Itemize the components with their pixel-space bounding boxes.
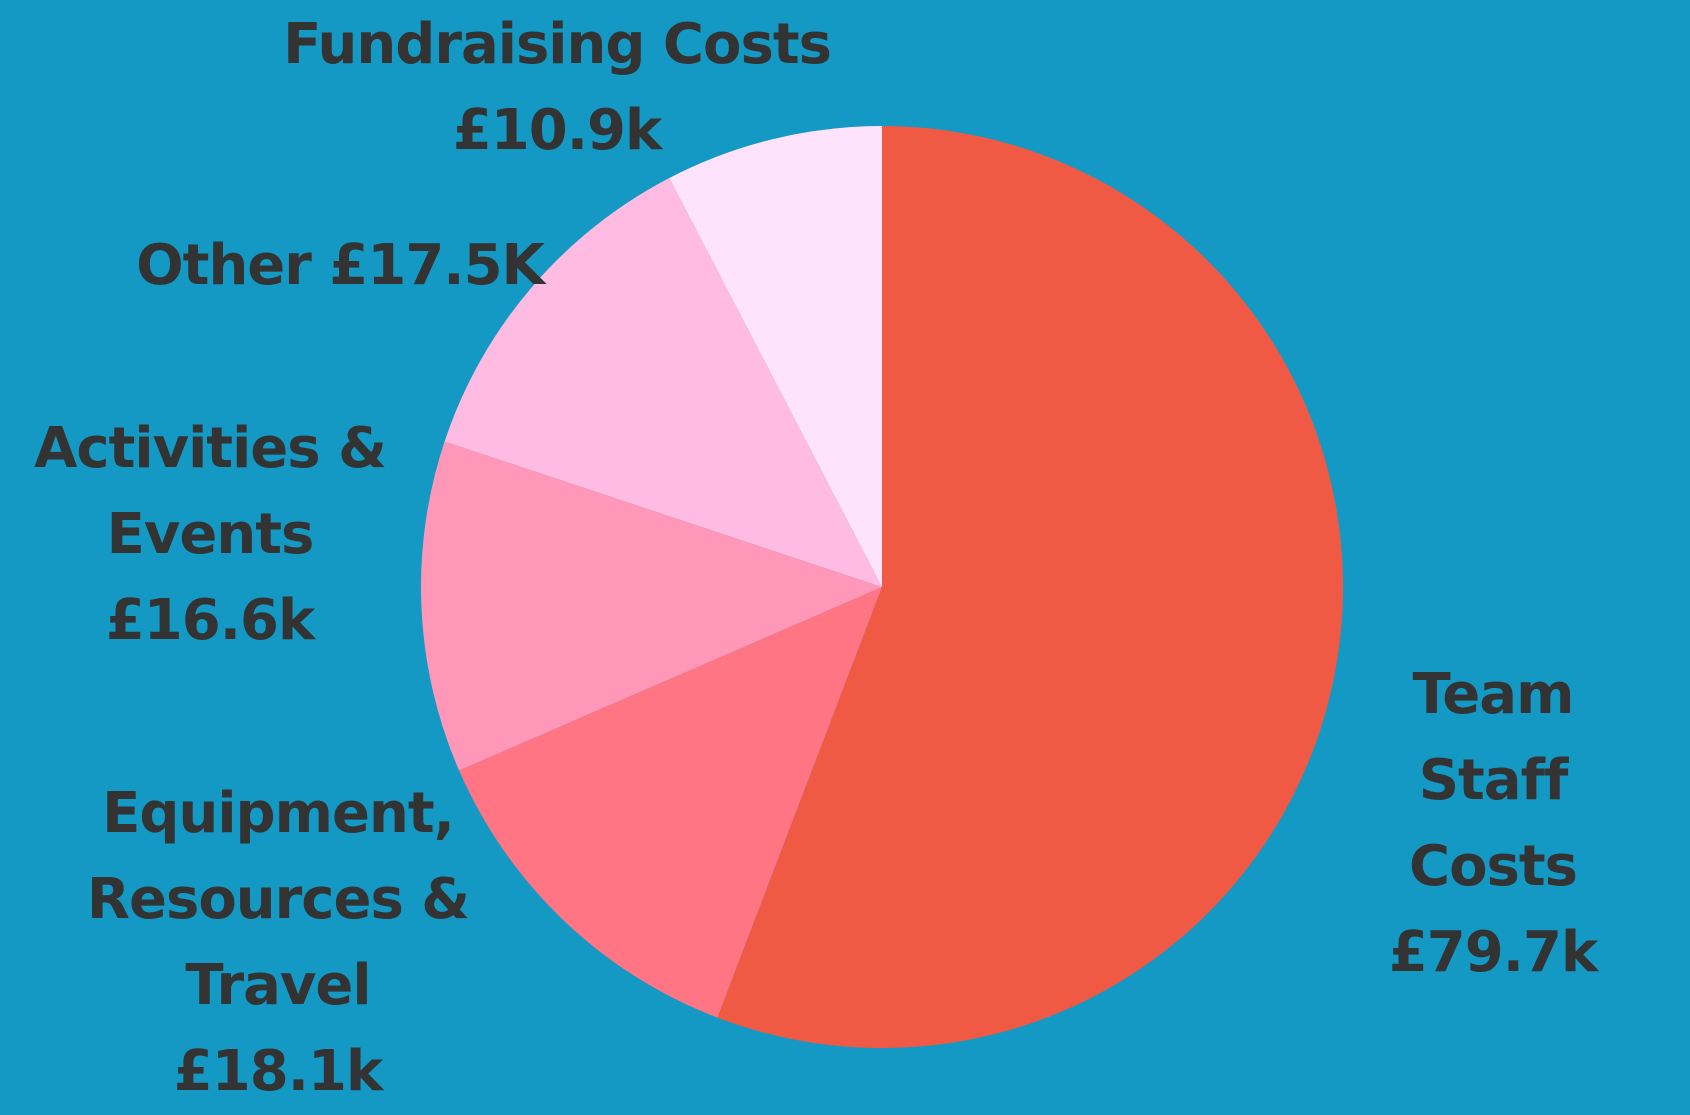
value-label: £16.6k (105, 588, 315, 653)
slice-label: Activities & Events £16.6k (34, 406, 387, 664)
value-label: £18.1k (173, 1039, 383, 1104)
value-label: £17.5K (329, 233, 545, 298)
pie-slice (459, 587, 882, 1018)
value-label: £10.9k (452, 98, 662, 163)
category-label: Fundraising Costs (283, 12, 832, 77)
pie-slice (420, 441, 882, 771)
slice-label: Other £17.5K (136, 223, 545, 309)
value-label: £79.7k (1388, 920, 1598, 985)
slice-label: Equipment, Resources & Travel £18.1k (86, 771, 470, 1115)
category-label: Team Staff Costs (1408, 662, 1578, 899)
pie-slice (444, 178, 882, 587)
category-label: Other (136, 233, 312, 298)
category-label: Activities & Events (34, 416, 387, 567)
slice-label: Fundraising Costs £10.9k (283, 2, 832, 174)
pie-slice (669, 126, 882, 587)
slice-label: Team Staff Costs £79.7k (1388, 652, 1598, 996)
pie-slice (717, 126, 1344, 1048)
category-label: Equipment, Resources & Travel (86, 781, 470, 1018)
